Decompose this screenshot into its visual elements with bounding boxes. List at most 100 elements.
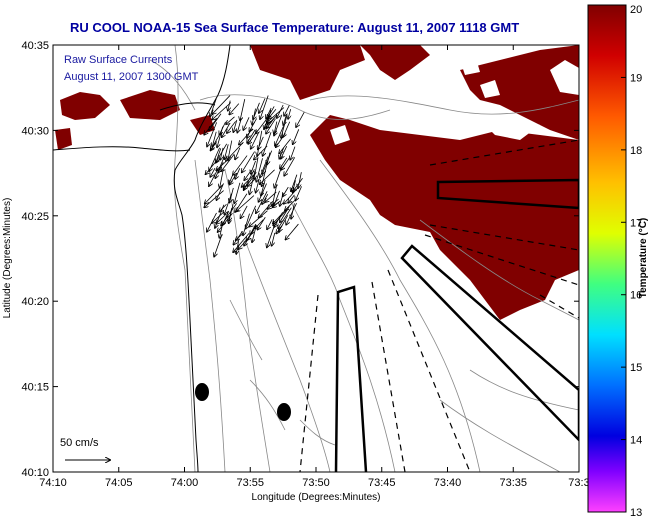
current-vector [259, 98, 266, 113]
current-vector [216, 143, 228, 163]
current-vector [281, 158, 290, 170]
current-vector [258, 183, 267, 202]
current-vector [290, 146, 296, 160]
y-tick-label: 40:10 [21, 467, 49, 479]
current-vector [251, 160, 256, 174]
x-tick-label: 74:05 [105, 477, 133, 489]
current-vector [210, 167, 216, 177]
current-vector [281, 115, 288, 138]
current-vector [218, 161, 224, 172]
current-vector [239, 128, 254, 145]
x-tick-label: 73:55 [236, 477, 264, 489]
x-axis-ticks: 74:10 74:05 74:00 73:55 73:50 73:45 73:40 73:35… [39, 45, 590, 489]
current-vector [235, 193, 248, 212]
current-vector [263, 132, 272, 156]
current-vector [219, 121, 226, 135]
current-vector [265, 114, 278, 128]
y-axis-ticks: 40:35 40:30 40:25 40:20 40:15 40:10 [21, 40, 579, 479]
current-vector [212, 211, 225, 223]
current-vector [235, 147, 241, 160]
current-vector [296, 112, 305, 127]
current-vector [236, 233, 244, 240]
current-vector [209, 169, 218, 187]
current-vector [234, 182, 241, 204]
colorbar-tick-label: 19 [630, 72, 642, 84]
current-vector [254, 145, 268, 160]
current-vector [233, 119, 238, 132]
current-vector [256, 158, 263, 182]
current-vector [220, 169, 224, 188]
colorbar-tick-label: 16 [630, 290, 642, 302]
current-vector [274, 168, 282, 188]
x-axis-label: Longitude (Degrees:Minutes) [252, 492, 381, 503]
current-vector [205, 185, 223, 203]
sst-patches [55, 45, 579, 320]
current-vector [222, 122, 231, 137]
legend-line-1: Raw Surface Currents [64, 54, 173, 66]
current-vector [274, 121, 277, 134]
current-vector [233, 155, 248, 175]
current-vector [227, 121, 236, 133]
current-vector [250, 224, 256, 235]
current-vector [243, 117, 250, 130]
transect-boxes [334, 178, 579, 472]
current-vector [260, 95, 269, 120]
colorbar-ticks: 20 19 18 17 16 15 14 13 [621, 4, 642, 518]
current-vector [284, 187, 299, 204]
colorbar-label: Temperature (°C) [638, 218, 649, 299]
current-vector [244, 229, 255, 245]
scale-label: 50 cm/s [60, 437, 99, 449]
station-marker-west [195, 383, 209, 401]
y-tick-label: 40:20 [21, 296, 49, 308]
current-vector [251, 132, 259, 149]
current-vector [253, 102, 260, 120]
coastline [53, 45, 231, 472]
current-vector [272, 184, 278, 206]
current-vector [244, 169, 252, 180]
current-vector [283, 186, 289, 196]
current-vector [273, 200, 281, 208]
current-vector [212, 95, 231, 114]
current-vector [226, 116, 235, 124]
map-title: RU COOL NOAA-15 Sea Surface Temperature:… [70, 20, 520, 35]
current-vector [295, 186, 302, 200]
current-vector [229, 103, 240, 115]
current-vector [230, 187, 234, 202]
current-vector [265, 191, 277, 202]
current-vector [224, 193, 232, 215]
current-vector [291, 174, 298, 192]
y-axis-label: Latitude (Degrees:Minutes) [2, 198, 13, 319]
legend-line-2: August 11, 2007 1300 GMT [64, 71, 199, 83]
current-vector [220, 147, 223, 160]
current-vector [248, 177, 257, 186]
bathymetry-contours [149, 45, 579, 472]
current-vector [262, 150, 273, 174]
current-vector [246, 205, 256, 229]
current-vector [260, 169, 275, 184]
current-vector [279, 138, 291, 154]
colorbar-tick-label: 18 [630, 145, 642, 157]
current-vector [212, 102, 232, 120]
colorbar-tick-label: 17 [630, 217, 642, 229]
current-vector [267, 225, 275, 247]
current-vector [237, 118, 242, 132]
current-vector [216, 183, 224, 200]
current-vector [243, 213, 250, 236]
current-vector [286, 202, 297, 225]
current-vector [257, 217, 266, 229]
current-vector [288, 194, 295, 203]
current-vector [256, 191, 268, 213]
current-vector [267, 219, 273, 229]
y-tick-label: 40:25 [21, 211, 49, 223]
colorbar-tick-label: 13 [630, 507, 642, 518]
current-vector [259, 201, 274, 217]
current-vector [293, 129, 300, 144]
current-vector [221, 217, 228, 225]
current-vector [262, 193, 269, 204]
current-vector [242, 172, 257, 187]
current-vector [252, 224, 257, 242]
x-tick-label: 73:35 [499, 477, 527, 489]
current-vector [249, 118, 257, 131]
current-vector [226, 141, 244, 161]
current-vector [273, 209, 288, 226]
